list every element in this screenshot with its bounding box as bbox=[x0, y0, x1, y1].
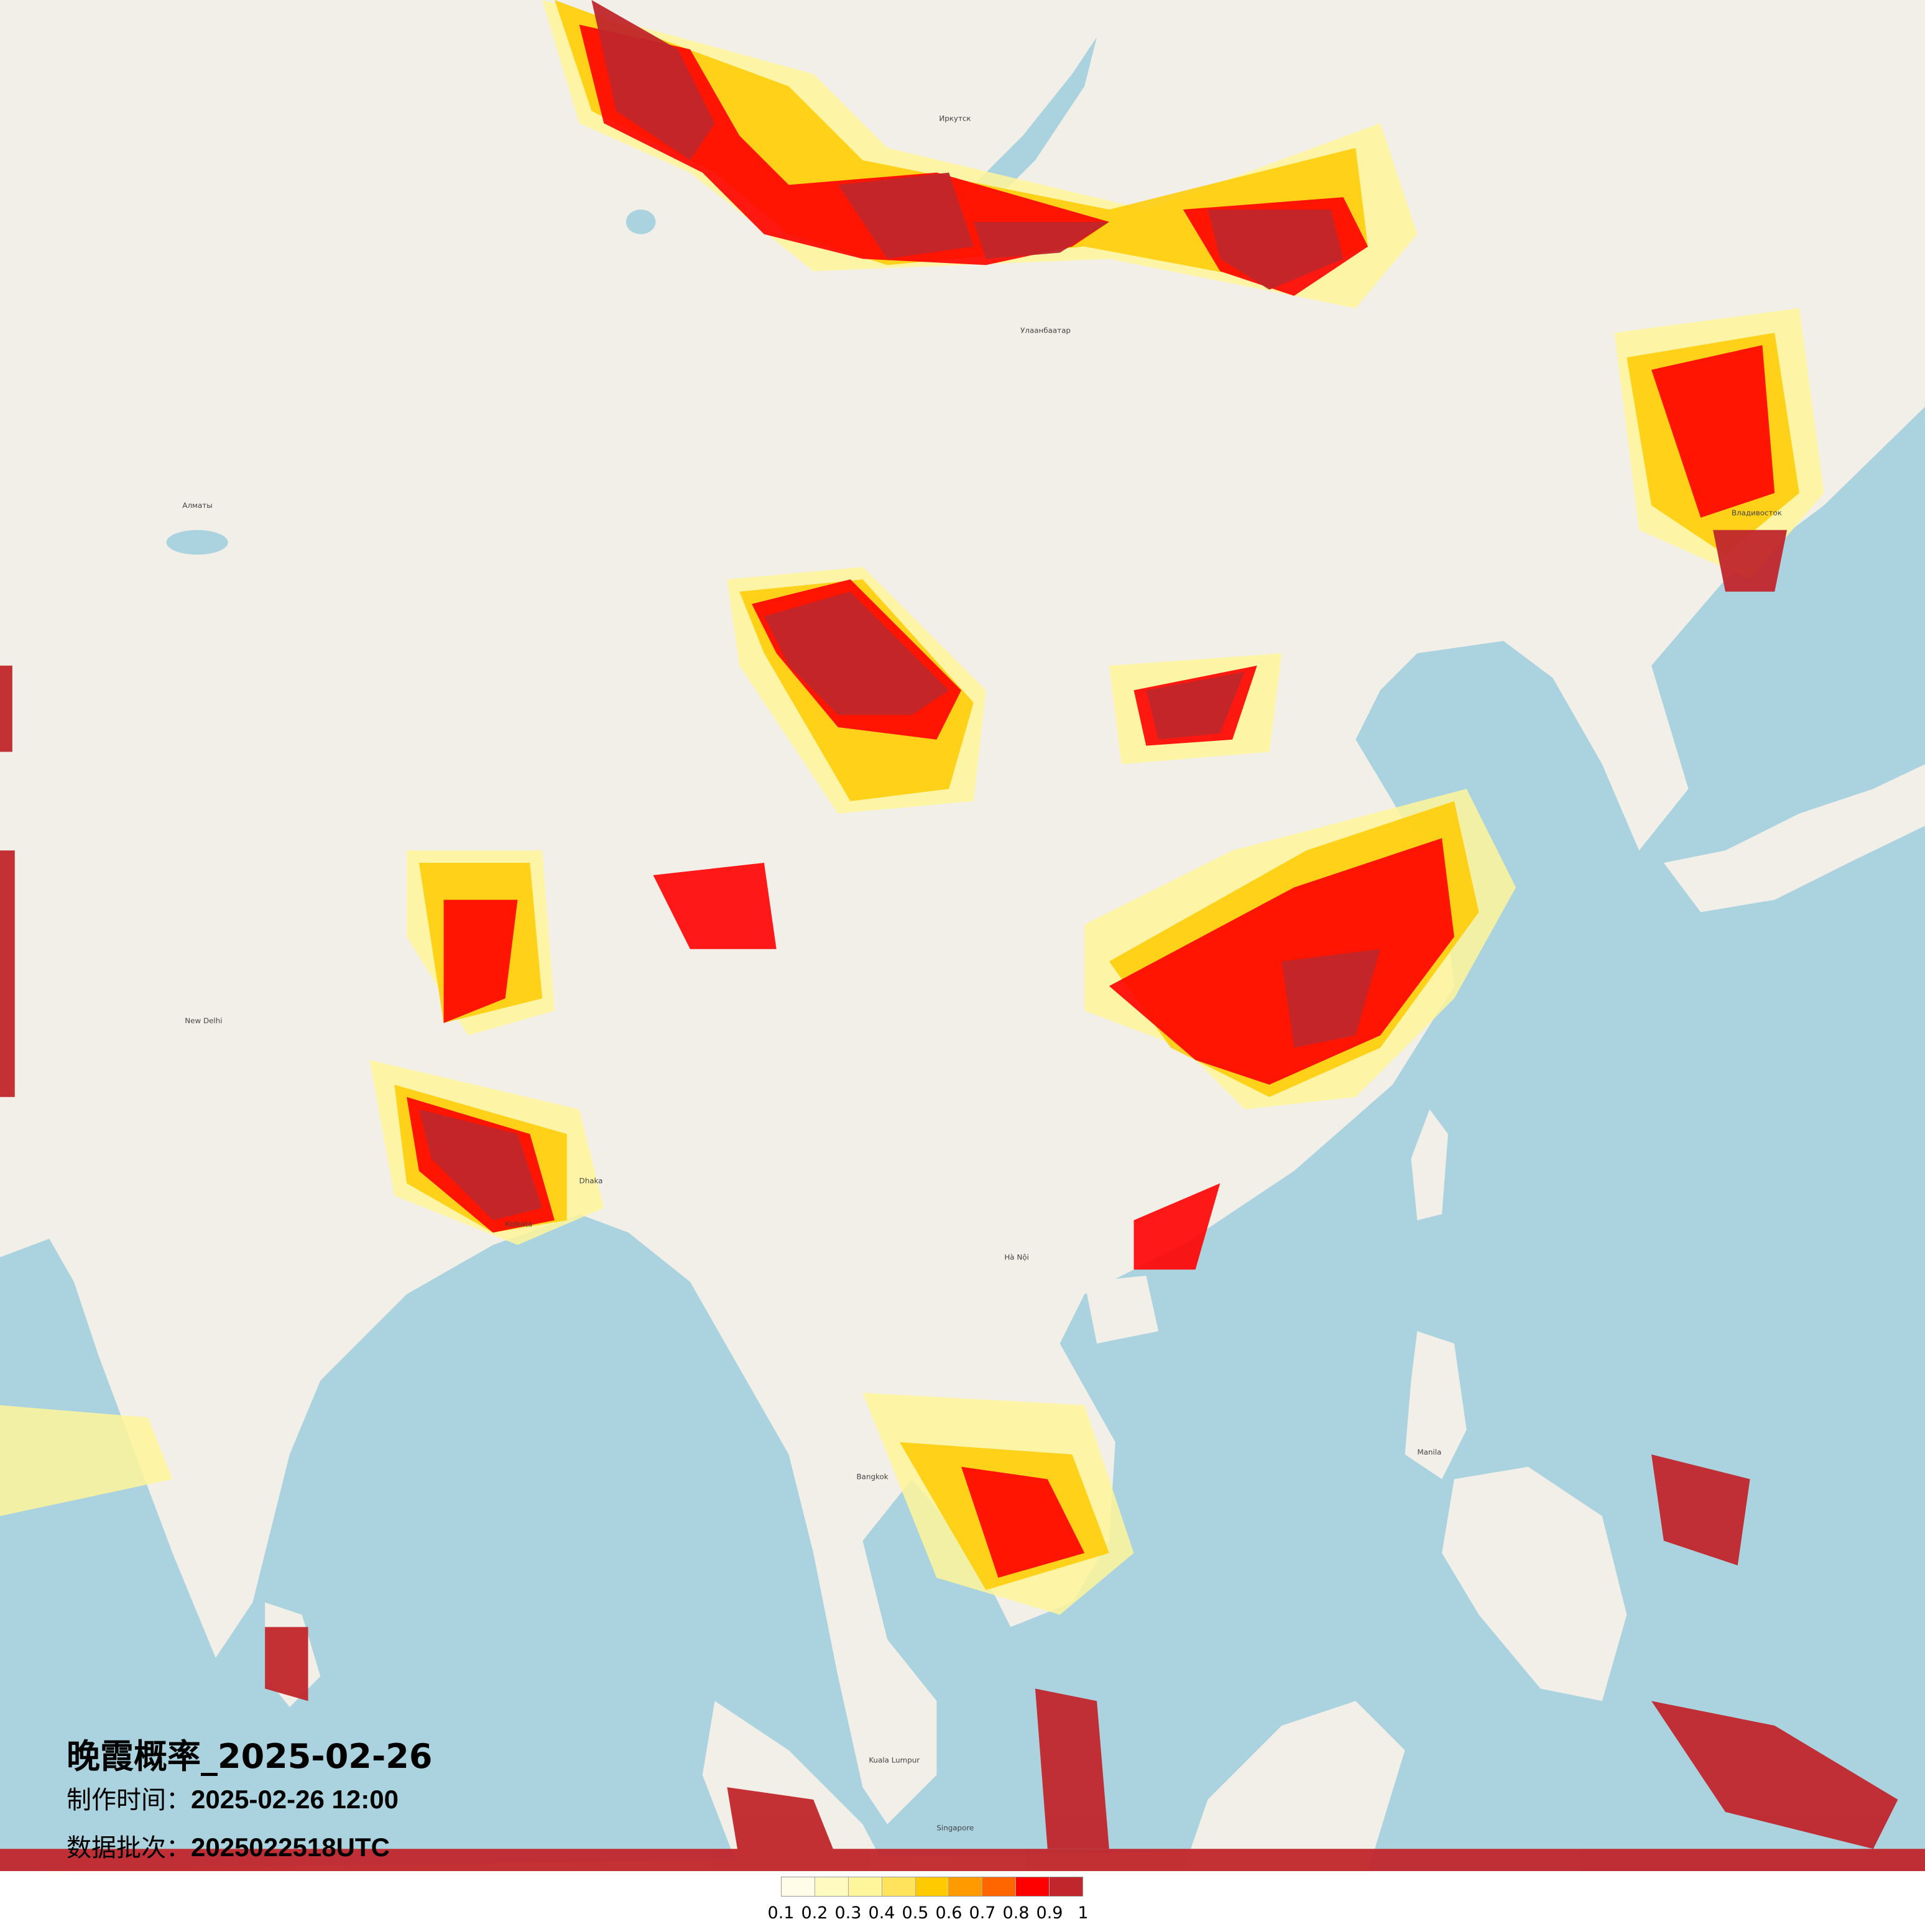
sunset-probability-overlay bbox=[0, 0, 1925, 1871]
place-label: Алматы bbox=[182, 501, 212, 510]
legend-tick-label: 0.6 bbox=[935, 1903, 962, 1923]
map-canvas[interactable]: Улаанбаатар Иркутск Владивосток Kolkata … bbox=[0, 0, 1925, 1871]
place-label: Singapore bbox=[936, 1824, 974, 1833]
data-batch-value: 2025022518UTC bbox=[191, 1833, 390, 1862]
legend-tick-label: 0.4 bbox=[868, 1903, 895, 1923]
legend-tick-label: 0.8 bbox=[1002, 1903, 1030, 1923]
legend-swatch bbox=[915, 1877, 949, 1896]
legend-swatch bbox=[782, 1877, 815, 1896]
land-islands bbox=[265, 764, 1925, 1871]
legend-swatch bbox=[815, 1877, 849, 1896]
legend-tick-label: 0.7 bbox=[969, 1903, 996, 1923]
legend-tick-label: 0.2 bbox=[801, 1903, 828, 1923]
data-batch: 数据批次：2025022518UTC bbox=[67, 1824, 432, 1872]
legend-ticks: 0.1 0.2 0.3 0.4 0.5 0.6 0.7 0.8 0.9 1 bbox=[767, 1903, 1101, 1926]
place-label: Manila bbox=[1417, 1448, 1441, 1456]
color-legend bbox=[781, 1877, 1083, 1897]
place-label: New Delhi bbox=[185, 1016, 222, 1025]
legend-swatch bbox=[1050, 1877, 1083, 1896]
legend-swatch bbox=[949, 1877, 983, 1896]
place-label: Иркутск bbox=[939, 114, 971, 122]
legend-tick-label: 0.5 bbox=[902, 1903, 929, 1923]
place-label: Dhaka bbox=[579, 1177, 603, 1185]
production-time-label: 制作时间： bbox=[67, 1786, 191, 1815]
place-label: Улаанбаатар bbox=[1020, 326, 1071, 334]
legend-tick-label: 0.3 bbox=[834, 1903, 862, 1923]
place-label: Hà Nội bbox=[1004, 1253, 1028, 1261]
production-time: 制作时间：2025-02-26 12:00 bbox=[67, 1776, 432, 1824]
legend-tick-label: 0.9 bbox=[1036, 1903, 1063, 1923]
legend-tick-label: 0.1 bbox=[767, 1903, 795, 1923]
prob-1.0 bbox=[0, 0, 1925, 1871]
place-label: Владивосток bbox=[1732, 508, 1782, 517]
legend-swatch bbox=[1016, 1877, 1050, 1896]
legend-swatch bbox=[882, 1877, 916, 1896]
legend-tick-label: 1 bbox=[1078, 1903, 1089, 1923]
place-label: Kuala Lumpur bbox=[869, 1756, 920, 1765]
sea-areas bbox=[0, 407, 1925, 1871]
legend-swatch bbox=[848, 1877, 882, 1896]
place-label: Kolkata bbox=[505, 1220, 533, 1228]
legend-swatch bbox=[982, 1877, 1017, 1896]
map-title: 晚霞概率_2025-02-26 bbox=[67, 1737, 433, 1776]
title-block: 晚霞概率_2025-02-26 制作时间：2025-02-26 12:00 数据… bbox=[67, 1737, 432, 1872]
place-label: Bangkok bbox=[857, 1472, 889, 1481]
place-labels: Улаанбаатар Иркутск Владивосток Kolkata … bbox=[182, 114, 1782, 1832]
production-time-value: 2025-02-26 12:00 bbox=[191, 1785, 399, 1814]
data-batch-label: 数据批次： bbox=[67, 1834, 191, 1862]
